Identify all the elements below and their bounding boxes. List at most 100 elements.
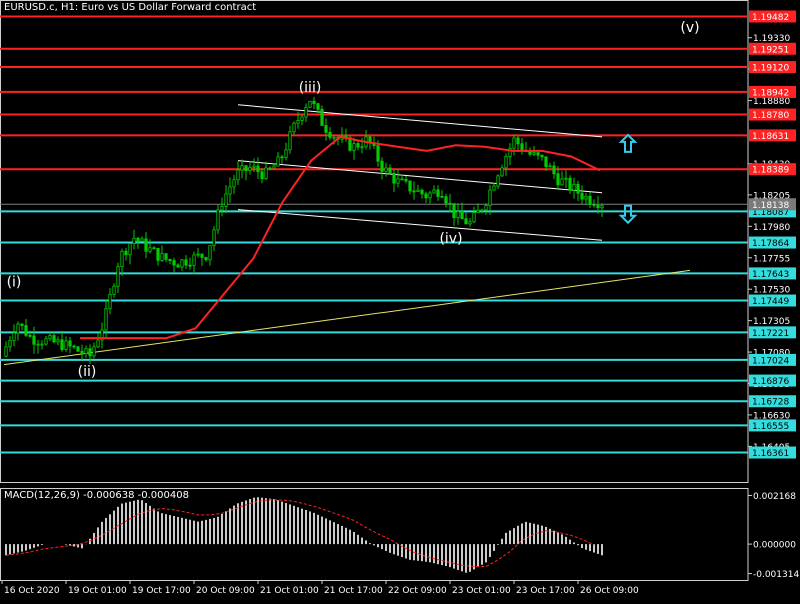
channel-middle-line	[237, 160, 603, 194]
candle-body	[44, 338, 48, 345]
candle-body	[200, 253, 204, 258]
candle-body	[256, 165, 260, 173]
candle-body	[276, 156, 280, 167]
resistance-level-tag-label: 1.19251	[752, 45, 789, 55]
resistance-level-tag-label: 1.19120	[752, 64, 789, 74]
candle-body	[208, 245, 212, 261]
candle-body	[460, 211, 464, 220]
macd-tick-label: -0.001314	[753, 570, 799, 580]
candle-body	[160, 253, 164, 261]
candle-body	[420, 189, 424, 195]
time-tick-label: 23 Oct 01:00	[452, 586, 511, 596]
candle-body	[320, 108, 324, 126]
current-price-label: 1.18138	[752, 201, 789, 211]
candle-body	[168, 259, 172, 262]
chart-title: EURUSD.c, H1: Euro vs US Dollar Forward …	[4, 2, 257, 13]
candle-body	[516, 137, 520, 145]
candle-body	[76, 346, 80, 352]
candle-body	[332, 136, 336, 139]
candle-body	[152, 247, 156, 250]
candle-body	[392, 173, 396, 184]
resistance-level-tag	[749, 85, 796, 98]
candle-body	[8, 339, 12, 348]
resistance-level-tag	[749, 108, 796, 121]
candle-body	[40, 343, 44, 346]
candle-body	[312, 100, 316, 105]
candle-body	[140, 238, 144, 242]
time-tick-label: 19 Oct 01:00	[68, 586, 127, 596]
candle-body	[68, 340, 72, 347]
candle-body	[64, 340, 68, 350]
candle-body	[224, 193, 228, 207]
support-level-tag-label: 1.17024	[752, 356, 789, 366]
candle-body	[172, 260, 176, 266]
candle-body	[544, 156, 548, 167]
macd-tick-label: 0.000000	[753, 541, 796, 551]
candle-body	[436, 189, 440, 197]
resistance-level-tag	[749, 61, 796, 74]
candle-body	[328, 131, 332, 138]
candle-body	[588, 195, 592, 205]
price-pane: (i) (ii) (iii) (iv) (v)	[0, 0, 749, 483]
support-level-tag-label: 1.16555	[752, 422, 789, 432]
candle-body	[464, 218, 468, 225]
candle-body	[532, 152, 536, 155]
candle-body	[88, 348, 92, 357]
candle-body	[240, 165, 244, 171]
candle-body	[196, 253, 200, 256]
candle-body	[60, 339, 64, 350]
candle-body	[288, 131, 292, 151]
price-tick-label: 1.16630	[753, 411, 790, 421]
candle-body	[548, 165, 552, 168]
current-price-tag	[749, 198, 796, 211]
candle-body	[376, 145, 380, 162]
candle-body	[512, 137, 516, 149]
support-level-tag-label: 1.17864	[752, 239, 789, 249]
candle-body	[324, 125, 328, 133]
wave-label: (i)	[7, 274, 22, 290]
time-tick-label: 26 Oct 09:00	[580, 586, 639, 596]
candle-body	[28, 334, 32, 337]
candle-body	[448, 202, 452, 205]
candle-body	[52, 335, 56, 343]
candle-body	[212, 229, 216, 247]
candle-body	[36, 343, 40, 346]
up-arrow-icon	[618, 133, 638, 153]
candle-body	[204, 257, 208, 261]
candle-body	[144, 238, 148, 252]
candle-body	[108, 293, 112, 310]
candle-body	[356, 143, 360, 148]
price-pane-border	[0, 0, 749, 483]
candle-body	[484, 205, 488, 211]
candle-body	[388, 167, 392, 174]
macd-pane-border	[0, 488, 749, 581]
candle-body	[476, 209, 480, 213]
candle-body	[540, 154, 544, 158]
support-level-tag-label: 1.17643	[752, 270, 789, 280]
support-level-tag-label: 1.16728	[752, 398, 789, 408]
macd-tick-label: 0.002168	[753, 492, 796, 502]
candle-body	[104, 308, 108, 331]
candle-body	[472, 212, 476, 223]
candle-body	[96, 339, 100, 348]
resistance-level-tag	[749, 42, 796, 55]
candle-body	[520, 143, 524, 151]
candle-body	[124, 250, 128, 256]
support-level-tag-label: 1.16361	[752, 449, 789, 459]
channel-lower-line	[237, 209, 603, 241]
time-tick-label: 22 Oct 09:00	[388, 586, 447, 596]
candle-body	[300, 116, 304, 121]
candle-body	[308, 100, 312, 108]
candle-body	[428, 192, 432, 199]
candle-body	[248, 166, 252, 172]
candle-body	[92, 346, 96, 357]
price-tick-label: 1.17305	[753, 317, 790, 327]
candle-body	[188, 264, 192, 267]
candle-body	[580, 192, 584, 200]
candle-body	[80, 350, 84, 355]
candle-body	[148, 247, 152, 252]
candle-body	[556, 173, 560, 186]
candle-body	[396, 178, 400, 184]
